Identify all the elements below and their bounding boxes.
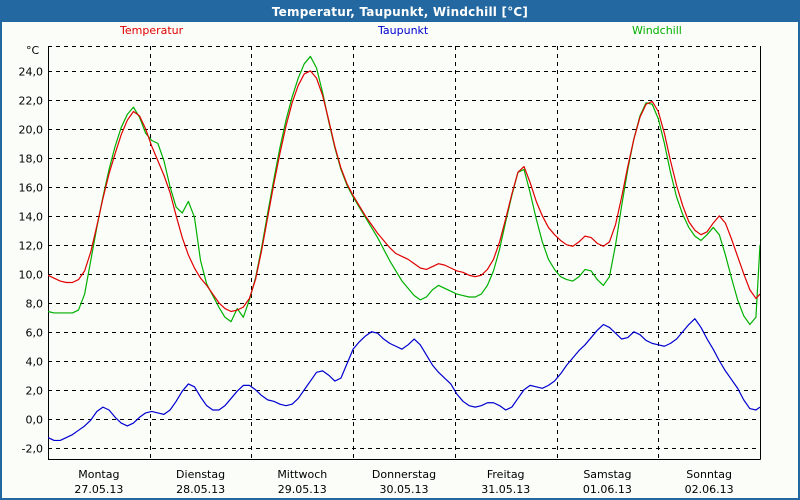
chart-legend: Temperatur Taupunkt Windchill xyxy=(2,24,798,40)
window-title-bar: Temperatur, Taupunkt, Windchill [°C] xyxy=(2,2,798,22)
y-axis-ticks: 24,0 22,0 20,0 18,0 16,0 14,0 12,0 10,0 8,0 6,0 4,… xyxy=(19,66,44,456)
x-axis-day-label: Mittwoch xyxy=(277,468,327,481)
y-axis-tick-label: 2,0 xyxy=(26,385,44,398)
x-axis-ticks: Montag 27.05.13 Dienstag 28.05.13 Mittwoch 29… xyxy=(74,468,733,496)
y-axis-tick-label: 6,0 xyxy=(26,327,44,340)
data-series xyxy=(48,55,760,442)
x-axis-day-label: Montag xyxy=(78,468,119,481)
y-axis-tick-label: -2,0 xyxy=(22,443,43,456)
y-axis-tick-label: 18,0 xyxy=(19,153,44,166)
x-axis-date-label: 29.05.13 xyxy=(278,483,327,496)
y-axis-tick-label: 22,0 xyxy=(19,95,44,108)
x-axis-date-label: 30.05.13 xyxy=(380,483,429,496)
x-axis-day-label: Donnerstag xyxy=(372,468,436,481)
y-axis-tick-label: 14,0 xyxy=(19,211,44,224)
x-axis-date-label: 28.05.13 xyxy=(176,483,225,496)
y-axis-tick-label: 4,0 xyxy=(26,356,44,369)
legend-item-taupunkt: Taupunkt xyxy=(378,24,429,37)
x-axis-day-label: Dienstag xyxy=(176,468,225,481)
series-line-taupunkt xyxy=(48,318,760,442)
page-title: Temperatur, Taupunkt, Windchill [°C] xyxy=(271,5,529,19)
gridlines xyxy=(48,46,760,459)
y-axis-tick-label: 20,0 xyxy=(19,124,44,137)
legend-item-windchill: Windchill xyxy=(632,24,682,37)
x-axis-date-label: 01.06.13 xyxy=(583,483,632,496)
legend-item-temperatur: Temperatur xyxy=(120,24,184,37)
y-axis-tick-label: 12,0 xyxy=(19,240,44,253)
y-axis-tick-label: 10,0 xyxy=(19,269,44,282)
y-axis-tick-label: 0,0 xyxy=(26,414,44,427)
y-axis-unit-label: °C xyxy=(26,44,40,57)
x-axis-date-label: 31.05.13 xyxy=(481,483,530,496)
x-axis-day-label: Sonntag xyxy=(686,468,732,481)
x-axis-date-label: 02.06.13 xyxy=(685,483,734,496)
plot-frame xyxy=(48,46,761,460)
x-axis-date-label: 27.05.13 xyxy=(74,483,123,496)
y-axis-tick-label: 16,0 xyxy=(19,182,44,195)
x-axis-day-label: Freitag xyxy=(487,468,525,481)
y-axis-tick-label: 8,0 xyxy=(26,298,44,311)
x-axis-day-label: Samstag xyxy=(583,468,631,481)
series-line-temperatur xyxy=(48,70,760,313)
series-line-windchill xyxy=(48,55,760,326)
y-axis-tick-label: 24,0 xyxy=(19,66,44,79)
